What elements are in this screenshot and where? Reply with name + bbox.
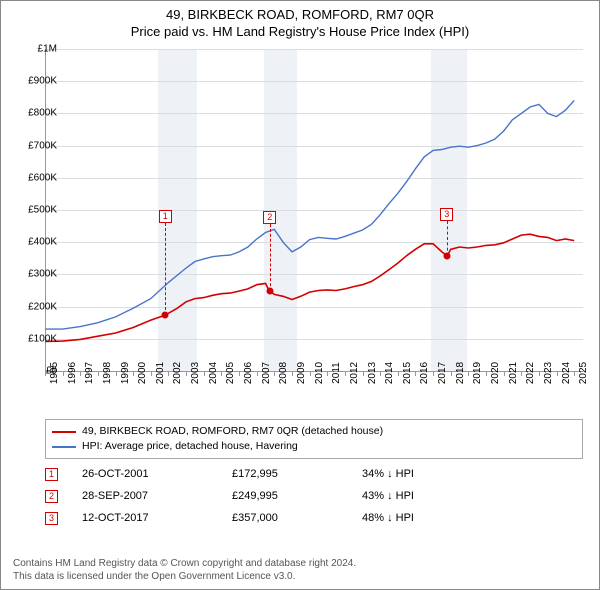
transaction-row: 2 28-SEP-2007£249,99543% ↓ HPI	[45, 485, 583, 507]
series-svg	[45, 49, 583, 371]
x-tick-label: 2009	[296, 362, 307, 384]
chart-title-block: 49, BIRKBECK ROAD, ROMFORD, RM7 0QR Pric…	[1, 1, 599, 43]
transaction-price: £249,995	[232, 490, 362, 502]
x-tick-label: 2016	[419, 362, 430, 384]
series-property	[45, 234, 574, 341]
y-tick-label: £100K	[28, 333, 57, 344]
marker-line	[165, 223, 166, 315]
x-tick-label: 2014	[384, 362, 395, 384]
transactions-table: 1 26-OCT-2001£172,99534% ↓ HPI 2 28-SEP-200…	[45, 463, 583, 529]
x-tick-label: 1995	[49, 362, 60, 384]
marker-line	[447, 221, 448, 256]
y-tick-label: £1M	[38, 44, 57, 55]
x-tick-label: 2023	[543, 362, 554, 384]
x-tick-label: 2018	[455, 362, 466, 384]
x-tick-label: 2004	[208, 362, 219, 384]
x-tick-label: 2000	[137, 362, 148, 384]
legend-label: 49, BIRKBECK ROAD, ROMFORD, RM7 0QR (det…	[82, 424, 383, 439]
x-tick-label: 2003	[190, 362, 201, 384]
legend-label: HPI: Average price, detached house, Have…	[82, 439, 298, 454]
x-tick-label: 2025	[578, 362, 589, 384]
legend-swatch	[52, 446, 76, 448]
y-tick-label: £500K	[28, 205, 57, 216]
x-tick-label: 2024	[561, 362, 572, 384]
marker-dot	[162, 312, 169, 319]
x-tick-label: 2015	[402, 362, 413, 384]
x-tick-label: 2005	[225, 362, 236, 384]
marker-number-box: 1	[159, 210, 172, 223]
transaction-row: 1 26-OCT-2001£172,99534% ↓ HPI	[45, 463, 583, 485]
footer-attribution: Contains HM Land Registry data © Crown c…	[13, 557, 356, 583]
title-line-2: Price paid vs. HM Land Registry's House …	[1, 24, 599, 39]
legend: 49, BIRKBECK ROAD, ROMFORD, RM7 0QR (det…	[45, 419, 583, 459]
y-tick-label: £900K	[28, 76, 57, 87]
y-tick-label: £300K	[28, 269, 57, 280]
transaction-number-box: 1	[45, 468, 58, 481]
x-tick-label: 2020	[490, 362, 501, 384]
y-tick-label: £700K	[28, 140, 57, 151]
transaction-date: 28-SEP-2007	[82, 490, 232, 502]
marker-dot	[266, 287, 273, 294]
transaction-date: 12-OCT-2017	[82, 512, 232, 524]
legend-item: 49, BIRKBECK ROAD, ROMFORD, RM7 0QR (det…	[52, 424, 576, 439]
x-tick-label: 2022	[525, 362, 536, 384]
x-tick-label: 1997	[84, 362, 95, 384]
x-tick-label: 2013	[367, 362, 378, 384]
x-tick-label: 2006	[243, 362, 254, 384]
transaction-number-box: 3	[45, 512, 58, 525]
footer-line-2: This data is licensed under the Open Gov…	[13, 570, 356, 583]
y-tick-label: £600K	[28, 172, 57, 183]
transaction-delta: 43% ↓ HPI	[362, 490, 482, 502]
marker-number-box: 3	[440, 208, 453, 221]
legend-swatch	[52, 431, 76, 433]
y-tick-label: £400K	[28, 237, 57, 248]
transaction-price: £357,000	[232, 512, 362, 524]
title-line-1: 49, BIRKBECK ROAD, ROMFORD, RM7 0QR	[1, 7, 599, 22]
x-tick-label: 2008	[278, 362, 289, 384]
marker-dot	[443, 253, 450, 260]
marker-line	[270, 224, 271, 291]
chart-plot-area: 1 2 3	[45, 49, 583, 371]
x-tick-label: 2011	[331, 362, 342, 384]
x-tick-label: 2010	[314, 362, 325, 384]
transaction-delta: 34% ↓ HPI	[362, 468, 482, 480]
series-hpi	[45, 101, 574, 330]
transaction-number-box: 2	[45, 490, 58, 503]
transaction-row: 3 12-OCT-2017£357,00048% ↓ HPI	[45, 507, 583, 529]
transaction-delta: 48% ↓ HPI	[362, 512, 482, 524]
x-tick-label: 2002	[172, 362, 183, 384]
x-tick-label: 2021	[508, 362, 519, 384]
x-tick-label: 2019	[472, 362, 483, 384]
x-tick-label: 1996	[67, 362, 78, 384]
x-tick-label: 2001	[155, 362, 166, 384]
y-tick-label: £200K	[28, 301, 57, 312]
x-tick-label: 1999	[120, 362, 131, 384]
transaction-price: £172,995	[232, 468, 362, 480]
x-tick-label: 2012	[349, 362, 360, 384]
marker-number-box: 2	[263, 211, 276, 224]
x-tick-label: 1998	[102, 362, 113, 384]
legend-item: HPI: Average price, detached house, Have…	[52, 439, 576, 454]
transaction-date: 26-OCT-2001	[82, 468, 232, 480]
y-tick-label: £800K	[28, 108, 57, 119]
x-tick-label: 2007	[261, 362, 272, 384]
footer-line-1: Contains HM Land Registry data © Crown c…	[13, 557, 356, 570]
x-tick-label: 2017	[437, 362, 448, 384]
